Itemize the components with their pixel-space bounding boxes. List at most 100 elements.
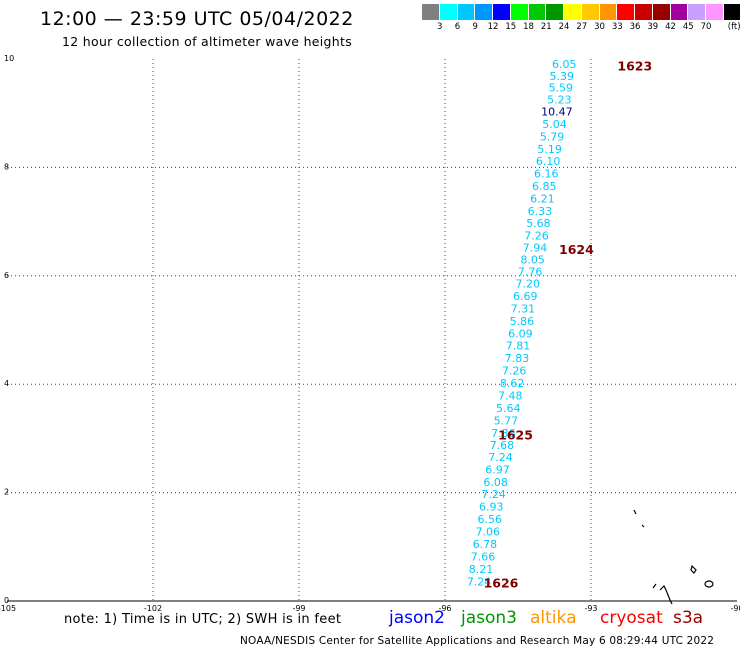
legend-label: 27 xyxy=(576,22,588,32)
wave-height-point: 5.23 xyxy=(547,94,572,107)
x-tick-label: -102 xyxy=(144,604,162,613)
wave-height-point: 7.94 xyxy=(523,242,548,255)
wave-height-point: 6.78 xyxy=(473,538,498,551)
wave-height-point: 7.26 xyxy=(524,230,549,243)
time-label: 1626 xyxy=(484,576,519,591)
legend-label: 39 xyxy=(647,22,659,32)
time-label: 1624 xyxy=(559,242,594,257)
legend-swatch xyxy=(528,4,547,20)
wave-height-point: 7.66 xyxy=(471,551,496,564)
x-tick-label: -105 xyxy=(0,604,16,613)
legend-swatch xyxy=(652,4,671,20)
y-tick-label: 8 xyxy=(4,162,9,171)
wave-height-point: 6.05 xyxy=(552,58,577,71)
legend-label: 45 xyxy=(682,22,694,32)
satellite-altika: altika xyxy=(530,608,577,628)
coastline-fragment xyxy=(690,564,697,574)
wave-height-point: 6.33 xyxy=(528,205,553,218)
legend-label: 42 xyxy=(665,22,676,32)
wave-height-point: 7.68 xyxy=(490,439,515,452)
wave-height-point: 7.24 xyxy=(467,575,492,588)
x-tick-label: -99 xyxy=(292,604,305,613)
color-legend xyxy=(422,4,740,20)
wave-height-point: 5.86 xyxy=(510,315,535,328)
wave-height-point: 6.85 xyxy=(532,180,557,193)
wave-height-point: 8.05 xyxy=(520,254,545,267)
legend-label: 30 xyxy=(594,22,605,32)
wave-height-point: 8.62 xyxy=(500,377,525,390)
legend-label: 18 xyxy=(523,22,534,32)
legend-swatch xyxy=(439,4,458,20)
coastline-fragment xyxy=(652,583,673,605)
wave-height-point: 8.21 xyxy=(469,563,494,576)
wave-height-point: 7.24 xyxy=(488,451,513,464)
wave-height-point: 7.76 xyxy=(518,265,543,278)
y-tick-label: 0 xyxy=(4,596,9,605)
wave-height-point: 5.19 xyxy=(537,143,562,156)
legend-label: 12 xyxy=(487,22,499,32)
legend-label: 33 xyxy=(611,22,623,32)
wave-height-point: 6.97 xyxy=(485,463,510,476)
wave-height-point: 6.10 xyxy=(536,155,561,168)
legend-swatch xyxy=(688,4,706,20)
legend-swatch xyxy=(581,4,600,20)
wave-height-point: 10.47 xyxy=(541,106,573,119)
legend-swatch xyxy=(635,4,653,20)
wave-height-point: 5.68 xyxy=(526,217,551,230)
legend-label: 24 xyxy=(558,22,570,32)
legend-unit: (ft) xyxy=(727,22,740,32)
wave-height-point: 7.31 xyxy=(511,302,536,315)
wave-height-point: 7.26 xyxy=(502,365,527,378)
legend-swatch xyxy=(475,4,493,20)
legend-label: 9 xyxy=(472,22,478,32)
legend-swatch xyxy=(723,4,740,20)
legend-swatch xyxy=(670,4,689,20)
legend-swatch xyxy=(546,4,564,20)
satellite-jason3: jason3 xyxy=(461,608,517,628)
time-label: 1623 xyxy=(617,59,652,74)
wave-height-point: 6.56 xyxy=(478,513,503,526)
legend-swatch xyxy=(493,4,511,20)
x-tick-label: -90 xyxy=(730,604,740,613)
wave-height-point: 5.79 xyxy=(540,131,565,144)
chart-title: 12:00 — 23:59 UTC 05/04/2022 xyxy=(40,8,354,30)
coastline-fragment xyxy=(633,509,645,528)
wave-height-point: 7.06 xyxy=(476,526,501,539)
wave-height-point: 5.04 xyxy=(542,118,567,131)
legend-label: 36 xyxy=(629,22,641,32)
wave-height-point: 6.21 xyxy=(530,192,555,205)
wave-height-point: 6.16 xyxy=(534,167,559,180)
wave-height-point: 7.20 xyxy=(515,277,540,290)
legend-swatch xyxy=(510,4,529,20)
wave-height-point: 6.93 xyxy=(479,501,504,514)
wave-height-point: 5.77 xyxy=(494,415,519,428)
legend-label: 21 xyxy=(540,22,552,32)
satellite-jason2: jason2 xyxy=(389,608,445,628)
wave-height-point: 6.69 xyxy=(513,290,538,303)
x-tick-label: -96 xyxy=(438,604,451,613)
legend-swatch xyxy=(599,4,618,20)
x-tick-label: -93 xyxy=(584,604,597,613)
credit-footer: NOAA/NESDIS Center for Satellite Applica… xyxy=(240,635,715,647)
legend-swatch xyxy=(706,4,724,20)
y-tick-label: 2 xyxy=(4,488,9,497)
legend-swatch xyxy=(457,4,476,20)
wave-height-point: 7.36 xyxy=(491,427,516,440)
time-label: 1625 xyxy=(498,428,533,443)
legend-swatch xyxy=(617,4,635,20)
legend-swatch xyxy=(422,4,440,20)
satellite-cryosat: cryosat xyxy=(600,608,663,628)
wave-height-point: 7.24 xyxy=(481,488,506,501)
wave-height-point: 5.39 xyxy=(550,70,575,83)
wave-height-point: 6.08 xyxy=(483,476,508,489)
wave-height-point: 6.09 xyxy=(508,327,533,340)
wave-height-point: 7.48 xyxy=(498,390,523,403)
legend-label: 70 xyxy=(700,22,712,32)
legend-label: 3 xyxy=(437,22,443,32)
chart-subtitle: 12 hour collection of altimeter wave hei… xyxy=(62,34,353,49)
legend-label: 15 xyxy=(505,22,517,32)
wave-height-point: 5.59 xyxy=(549,82,574,95)
y-tick-label: 4 xyxy=(4,379,9,388)
y-tick-label: 6 xyxy=(4,271,9,280)
